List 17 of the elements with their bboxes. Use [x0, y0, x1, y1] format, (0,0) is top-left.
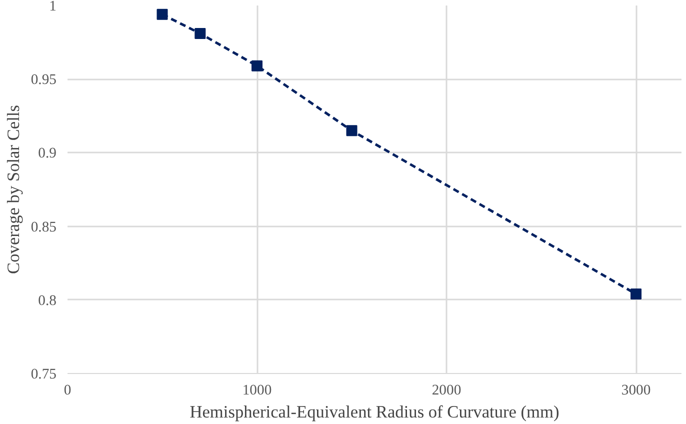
- x-tick-label: 2000: [432, 382, 462, 398]
- y-tick-label: 0.75: [30, 366, 57, 382]
- y-tick-label: 0.9: [38, 146, 57, 162]
- point: [630, 288, 642, 300]
- point: [156, 8, 168, 20]
- y-tick-label: 0.8: [38, 292, 57, 309]
- x-tick-label: 3000: [621, 382, 651, 398]
- x-tick-label: 0: [64, 382, 72, 398]
- point: [252, 60, 263, 72]
- x-tick-label: 1000: [242, 382, 272, 398]
- y-tick-label: 0.95: [30, 72, 57, 88]
- y-axis-title: Coverage by Solar Cells: [4, 104, 23, 274]
- y-tick-label: 0.85: [30, 219, 57, 236]
- x-axis-title: Hemispherical-Equivalent Radius of Curvature (mm): [190, 402, 560, 422]
- y-tick-label: 1: [49, 0, 56, 14]
- point: [194, 28, 206, 39]
- point: [346, 125, 358, 136]
